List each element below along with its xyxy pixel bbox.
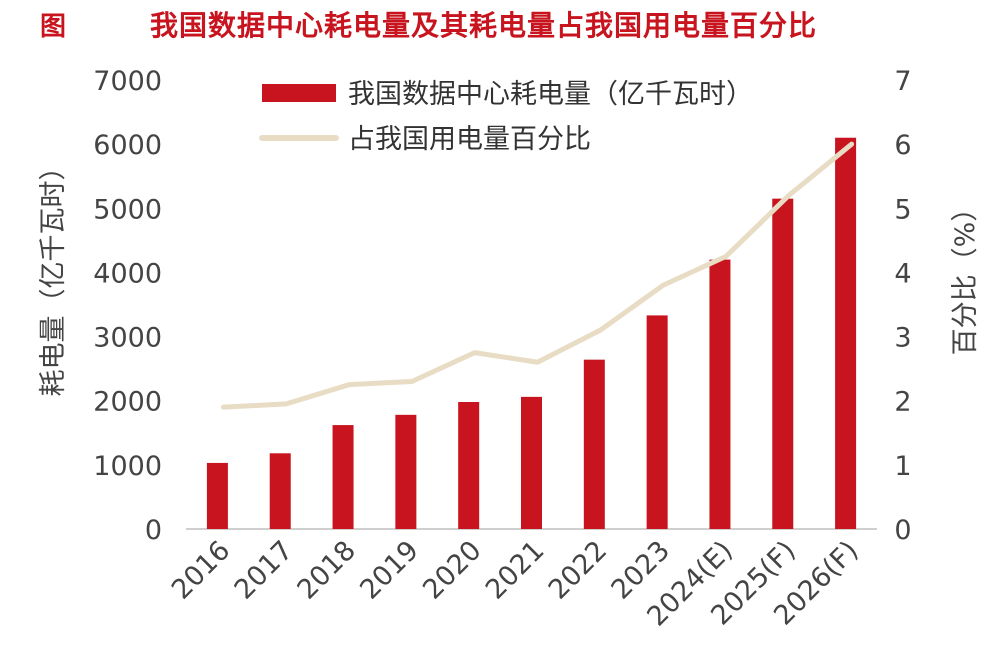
bar: [709, 259, 731, 529]
x-tick-label: 2018: [291, 535, 362, 606]
y-left-tick-label: 6000: [93, 130, 162, 161]
y-left-tick-label: 2000: [93, 387, 162, 418]
figure-label: 图: [40, 12, 67, 42]
bar: [646, 315, 668, 529]
x-tick-label: 2016: [166, 535, 237, 606]
y-right-tick-label: 0: [894, 515, 911, 546]
y-left-tick-label: 0: [145, 515, 162, 546]
y-right-tick-label: 1: [894, 451, 911, 482]
y-left-tick-label: 4000: [93, 258, 162, 289]
bar: [583, 359, 605, 529]
percentage-line: [220, 141, 855, 410]
y-right-tick-label: 2: [894, 387, 911, 418]
chart-title: 我国数据中心耗电量及其耗电量占我国用电量百分比: [150, 9, 818, 42]
y-right-axis-title: 百分比（%）: [950, 195, 981, 356]
y-right-tick-label: 4: [894, 258, 911, 289]
legend-label-bar: 我国数据中心耗电量（亿千瓦时）: [348, 79, 753, 110]
y-right-tick-label: 5: [894, 194, 911, 225]
x-tick-label: 2019: [354, 535, 425, 606]
bar: [206, 462, 228, 529]
figure-header: 图 我国数据中心耗电量及其耗电量占我国用电量百分比: [0, 0, 996, 46]
legend-label-line: 占我国用电量百分比: [348, 124, 591, 155]
bar: [772, 198, 794, 529]
legend-swatch-bar: [262, 84, 336, 102]
bar: [332, 425, 354, 529]
y-left-tick-label: 7000: [93, 66, 162, 97]
y-right-tick-label: 6: [894, 130, 911, 161]
y-right-tick-label: 7: [894, 66, 911, 97]
x-tick-label: 2017: [229, 535, 300, 606]
bar: [458, 401, 480, 529]
y-left-tick-label: 5000: [93, 194, 162, 225]
y-right-tick-label: 3: [894, 323, 911, 354]
bar: [269, 453, 291, 529]
x-tick-label: 2021: [480, 535, 551, 606]
x-tick-label: 2022: [543, 535, 614, 606]
x-tick-label: 2020: [417, 535, 488, 606]
bar: [835, 137, 857, 529]
bar: [521, 396, 542, 529]
y-left-axis-title: 耗电量（亿千瓦时）: [38, 154, 69, 397]
y-left-tick-label: 3000: [93, 323, 162, 354]
bar: [395, 414, 417, 529]
y-left-tick-label: 1000: [93, 451, 162, 482]
